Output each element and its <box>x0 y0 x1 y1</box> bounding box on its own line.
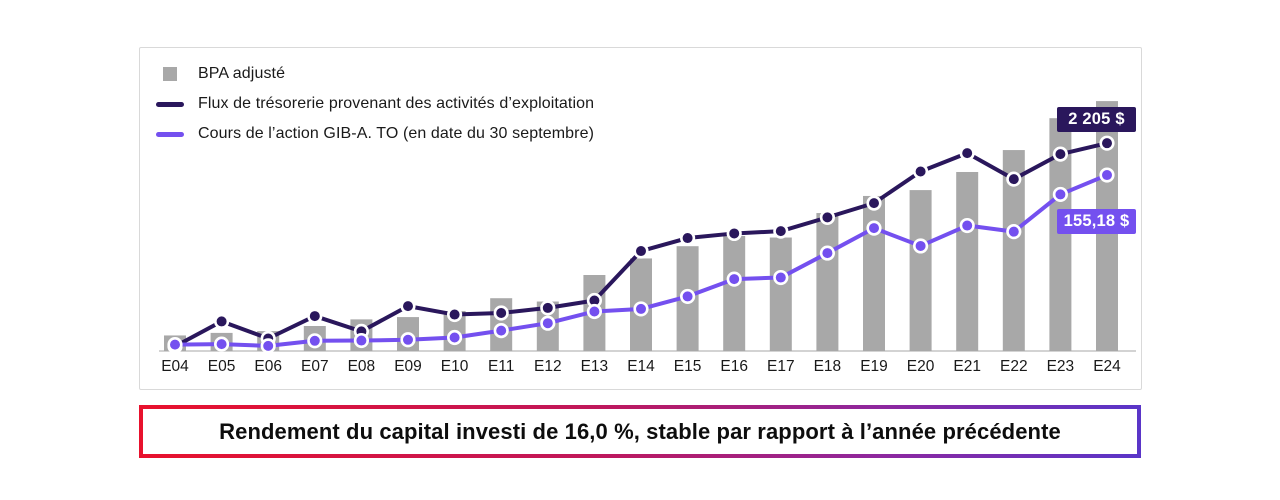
cashflow-point-E14 <box>633 243 649 259</box>
cashflow-point-E16 <box>726 225 742 242</box>
x-axis-label-E15: E15 <box>673 358 702 375</box>
cashflow-point-E20 <box>912 163 929 180</box>
shareprice-point-E16 <box>726 271 742 287</box>
shareprice-point-E05 <box>213 336 230 352</box>
cashflow-point-E07 <box>307 308 323 324</box>
x-axis-label-E24: E24 <box>1093 358 1121 375</box>
combo-chart <box>159 101 1136 355</box>
cashflow-point-E23 <box>1052 146 1069 162</box>
legend-label-shareprice: Cours de l’action GIB-A. TO (en date du … <box>198 125 595 142</box>
cashflow-point-E12 <box>540 300 556 316</box>
x-axis-label-E11: E11 <box>487 358 515 375</box>
cashflow-point-E21 <box>959 145 975 161</box>
shareprice-point-E17 <box>773 269 789 286</box>
bar-E22 <box>1002 150 1025 351</box>
roic-banner-text: Rendement du capital investi de 16,0 %, … <box>219 418 1061 444</box>
x-axis-label-E17: E17 <box>767 358 795 375</box>
bar-E17 <box>769 237 792 351</box>
shareprice-point-E20 <box>912 238 929 254</box>
shareprice-point-E08 <box>353 332 369 349</box>
bar-E19 <box>863 195 885 351</box>
cashflow-point-E18 <box>819 209 836 225</box>
bar-E23 <box>1049 118 1072 351</box>
shareprice-point-E19 <box>866 220 882 236</box>
x-axis-label-E05: E05 <box>207 358 236 375</box>
bar-swatch-icon <box>163 67 177 81</box>
x-axis-label-E09: E09 <box>394 358 422 375</box>
shareprice-point-E21 <box>959 217 975 234</box>
x-axis-label-E16: E16 <box>720 358 748 375</box>
chart-card: BPA adjusté Flux de trésorerie provenant… <box>139 47 1142 390</box>
shareprice-point-E04 <box>167 337 183 353</box>
shareprice-point-E07 <box>307 333 323 349</box>
x-axis-label-E07: E07 <box>301 358 329 375</box>
shareprice-point-E18 <box>819 245 836 261</box>
shareprice-point-E22 <box>1006 224 1022 240</box>
legend-label-cashflow: Flux de trésorerie provenant des activit… <box>198 95 595 112</box>
shareprice-point-E11 <box>493 323 509 339</box>
bar-E18 <box>816 213 839 351</box>
x-axis-label-E08: E08 <box>347 358 376 375</box>
cashflow-point-E15 <box>679 230 696 246</box>
shareprice-point-E10 <box>447 329 463 346</box>
x-axis-label-E13: E13 <box>580 358 609 375</box>
roic-banner: Rendement du capital investi de 16,0 %, … <box>139 405 1141 458</box>
chart-legend: BPA adjusté Flux de trésorerie provenant… <box>156 65 594 143</box>
shareprice-value-badge: 155,18 $ <box>1057 209 1136 234</box>
shareprice-point-E12 <box>540 315 556 331</box>
bar-E16 <box>723 235 746 351</box>
shareprice-point-E15 <box>679 288 696 305</box>
legend-item-shareprice: Cours de l’action GIB-A. TO (en date du … <box>156 125 594 143</box>
shareprice-line-swatch-icon <box>156 131 184 137</box>
cashflow-point-E10 <box>447 306 463 323</box>
bar-E20 <box>909 190 932 351</box>
x-axis-label-E20: E20 <box>906 358 935 375</box>
cashflow-value-badge: 2 205 $ <box>1057 107 1136 132</box>
x-axis-label-E22: E22 <box>1000 358 1028 375</box>
x-axis-label-E10: E10 <box>440 358 469 375</box>
cashflow-point-E05 <box>213 313 230 330</box>
cashflow-point-E19 <box>866 195 882 211</box>
shareprice-point-E14 <box>633 301 649 317</box>
cashflow-point-E17 <box>773 223 789 239</box>
x-axis-label-E06: E06 <box>254 358 282 375</box>
x-axis: E04 E05 E06 E07 E08 E09 E10 E11 E12 E13 E14 E15 E16 E… <box>140 358 1141 380</box>
x-axis-label-E21: E21 <box>953 358 981 375</box>
cashflow-point-E24 <box>1099 135 1115 151</box>
x-axis-label-E18: E18 <box>813 358 842 375</box>
x-axis-label-E04: E04 <box>161 358 189 375</box>
shareprice-point-E09 <box>400 332 416 348</box>
x-axis-label-E14: E14 <box>627 358 655 375</box>
legend-label-bpa: BPA adjusté <box>198 65 286 82</box>
cashflow-point-E11 <box>493 305 509 321</box>
shareprice-point-E24 <box>1099 167 1115 183</box>
shareprice-point-E23 <box>1052 186 1069 203</box>
legend-item-bpa: BPA adjusté <box>156 65 594 83</box>
cashflow-point-E22 <box>1006 171 1022 187</box>
x-axis-label-E23: E23 <box>1046 358 1075 375</box>
cashflow-line-swatch-icon <box>156 101 184 107</box>
x-axis-label-E19: E19 <box>860 358 888 375</box>
x-axis-label-E12: E12 <box>534 358 562 375</box>
legend-item-cashflow: Flux de trésorerie provenant des activit… <box>156 95 594 113</box>
shareprice-point-E13 <box>586 303 603 320</box>
bar-E21 <box>956 171 979 351</box>
cashflow-point-E09 <box>400 298 416 314</box>
shareprice-point-E06 <box>260 338 276 354</box>
